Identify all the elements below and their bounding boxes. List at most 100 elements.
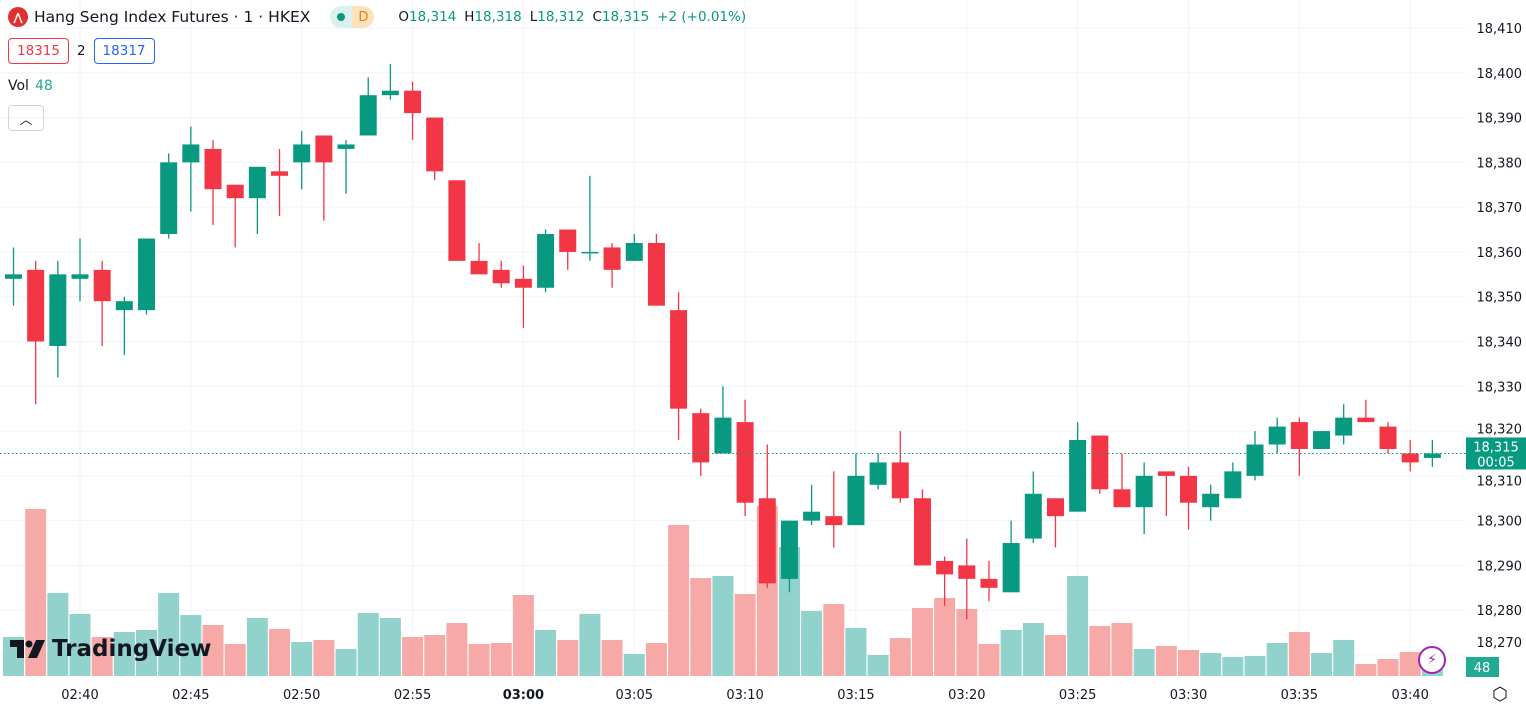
candle-body[interactable]: [1002, 543, 1020, 593]
volume-bar: [224, 644, 246, 676]
candle-body[interactable]: [714, 417, 732, 454]
delay-badge: D: [352, 6, 375, 28]
candle-body[interactable]: [913, 498, 931, 566]
candle-body[interactable]: [1202, 493, 1220, 508]
candle-body[interactable]: [1135, 475, 1153, 508]
candle-body[interactable]: [1113, 489, 1131, 508]
sell-button[interactable]: 18315: [8, 38, 69, 64]
volume-bar: [1089, 626, 1111, 676]
time-axis-label: 03:20: [948, 688, 985, 703]
symbol-title[interactable]: Hang Seng Index Futures · 1 · HKEX: [34, 8, 311, 26]
time-axis-label: 02:55: [394, 688, 431, 703]
candle-body[interactable]: [115, 301, 133, 311]
candle-body[interactable]: [448, 180, 466, 261]
candle-body[interactable]: [49, 274, 67, 346]
candle-body[interactable]: [958, 565, 976, 579]
close-label: C: [592, 9, 602, 25]
candle-body[interactable]: [1313, 431, 1331, 449]
candle-body[interactable]: [581, 251, 599, 254]
candle-body[interactable]: [182, 144, 200, 163]
volume-bar: [601, 640, 623, 676]
candle-body[interactable]: [1423, 453, 1441, 458]
candle-body[interactable]: [780, 520, 798, 579]
candle-body[interactable]: [27, 269, 45, 342]
spread-value: 2: [76, 43, 86, 59]
time-axis-label: 03:25: [1059, 688, 1096, 703]
candle-body[interactable]: [537, 234, 555, 288]
candle-body[interactable]: [359, 95, 377, 136]
price-axis-label: 18,290: [1477, 559, 1523, 574]
tradingview-logo[interactable]: TradingView: [10, 636, 211, 662]
time-axis-label: 03:35: [1281, 688, 1318, 703]
candle-body[interactable]: [559, 229, 577, 252]
candle-body[interactable]: [381, 90, 399, 96]
candle-body[interactable]: [670, 310, 688, 409]
candle-body[interactable]: [936, 560, 954, 575]
candle-body[interactable]: [226, 184, 244, 199]
time-axis-label: 03:40: [1391, 688, 1428, 703]
candle-body[interactable]: [603, 247, 621, 270]
candle-body[interactable]: [847, 475, 865, 526]
volume-label[interactable]: Vol: [8, 78, 29, 94]
candle-body[interactable]: [1357, 417, 1375, 423]
candle-body[interactable]: [1024, 493, 1042, 539]
candle-body[interactable]: [1246, 444, 1264, 476]
volume-bar: [1044, 635, 1066, 676]
candle-body[interactable]: [869, 462, 887, 485]
candle-body[interactable]: [204, 148, 222, 190]
volume-bar: [424, 635, 446, 676]
candle-body[interactable]: [692, 413, 710, 463]
candle-body[interactable]: [1268, 426, 1286, 445]
candle-body[interactable]: [625, 242, 643, 261]
candle-body[interactable]: [514, 278, 532, 288]
volume-bar: [557, 640, 579, 676]
candle-body[interactable]: [1180, 475, 1197, 503]
settings-icon[interactable]: ⬡: [1492, 684, 1508, 705]
candle-body[interactable]: [492, 269, 510, 284]
candle-body[interactable]: [980, 578, 998, 588]
candle-body[interactable]: [891, 462, 909, 499]
candle-body[interactable]: [803, 511, 821, 521]
candle-body[interactable]: [404, 90, 422, 114]
candle-body[interactable]: [736, 422, 754, 503]
time-axis-label: 03:15: [837, 688, 874, 703]
candle-body[interactable]: [160, 162, 178, 235]
candle-body[interactable]: [1157, 471, 1175, 476]
candle-body[interactable]: [248, 166, 266, 199]
candle-body[interactable]: [1046, 498, 1064, 517]
price-axis-label: 18,270: [1477, 636, 1523, 651]
candle-body[interactable]: [71, 274, 89, 279]
candle-body[interactable]: [825, 516, 843, 526]
price-axis-label: 18,350: [1477, 291, 1523, 306]
low-label: L: [529, 9, 538, 25]
candle-body[interactable]: [1335, 417, 1353, 436]
candle-body[interactable]: [93, 269, 111, 302]
candle-body[interactable]: [1224, 471, 1242, 499]
candle-body[interactable]: [758, 498, 776, 584]
price-axis-label: 18,360: [1477, 246, 1523, 261]
candle-body[interactable]: [426, 117, 444, 172]
candle-body[interactable]: [1401, 453, 1419, 463]
candle-body[interactable]: [647, 242, 665, 306]
candle-body[interactable]: [138, 238, 156, 311]
candle-body[interactable]: [1290, 422, 1308, 449]
candle-body[interactable]: [4, 274, 22, 279]
volume-bar: [313, 640, 335, 676]
lightning-icon[interactable]: ⚡: [1418, 646, 1446, 674]
buy-button[interactable]: 18317: [93, 38, 155, 64]
candle-body[interactable]: [271, 171, 289, 176]
collapse-legend-button[interactable]: ︿: [8, 105, 44, 131]
candle-body[interactable]: [337, 144, 355, 149]
volume-bar: [25, 509, 47, 676]
market-open-dot-icon: [330, 6, 353, 28]
candle-body[interactable]: [293, 144, 311, 163]
candle-body[interactable]: [1091, 435, 1109, 490]
volume-bar: [1022, 623, 1044, 676]
market-status-pill[interactable]: D: [330, 6, 375, 28]
candle-body[interactable]: [1069, 440, 1087, 512]
candle-body[interactable]: [315, 135, 333, 163]
price-axis-label: 18,320: [1477, 422, 1523, 437]
candle-body[interactable]: [470, 260, 488, 275]
candle-body[interactable]: [1379, 426, 1397, 449]
